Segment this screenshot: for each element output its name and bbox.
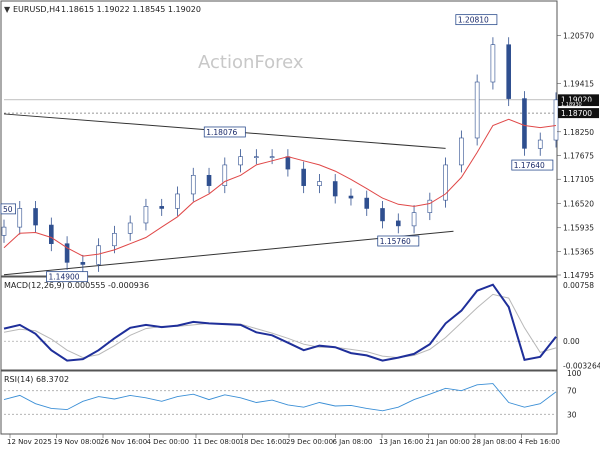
price-panel-frame <box>0 0 558 277</box>
candle-body <box>459 137 464 166</box>
macd-tick-label: 0.00758 <box>563 281 594 290</box>
rsi-layer <box>3 383 557 415</box>
secondary-price-label: 1.18930 <box>561 102 582 108</box>
candle-body <box>143 206 149 224</box>
price-annotation-label: 1.18076 <box>206 128 237 137</box>
candle-body <box>427 199 433 213</box>
x-tick-label: 18 Dec 16:00 <box>240 438 287 446</box>
candle-body <box>64 243 70 263</box>
current-price-label: 1.19020 <box>561 95 592 104</box>
axes-layer: 1.20570 1.19415 1.18250 1.17675 1.17105 1.165… <box>7 32 600 446</box>
candle-body <box>348 195 354 199</box>
candle-body <box>206 174 212 186</box>
price-annotation-label: 1.17640 <box>514 161 545 170</box>
price-annotation-box <box>455 14 498 26</box>
candle-body <box>1 226 7 236</box>
price-tick-label: 1.15935 <box>563 224 594 233</box>
candle-body <box>380 208 385 222</box>
price-tick-label: 1.14795 <box>563 271 594 280</box>
candle-body <box>80 262 86 265</box>
rsi-tick-label: 70 <box>567 387 577 396</box>
secondary-price-box <box>558 101 599 107</box>
macd-signal-line <box>3 293 557 359</box>
moving-average-line <box>3 118 557 257</box>
candle-body <box>112 233 117 247</box>
candle-body <box>33 208 38 226</box>
candle-body <box>553 99 559 141</box>
macd-layer <box>3 283 557 362</box>
candle-body <box>159 206 165 209</box>
rsi-tick-label: 30 <box>567 410 577 419</box>
price-annotation-box <box>511 159 554 171</box>
watermark: ActionForex <box>198 52 304 73</box>
candle-body <box>490 44 496 83</box>
candle-body <box>127 222 133 234</box>
rsi-title: RSI(14) 68.3702 <box>4 375 69 384</box>
candle-body <box>269 156 275 158</box>
chart-symbol: EURUSD,H4 <box>13 5 60 14</box>
x-tick-label: 28 Jan 08:00 <box>472 438 516 446</box>
macd-tick-label: -0.003264 <box>563 362 600 371</box>
rsi-tick-label: 100 <box>567 369 582 378</box>
x-tick-label: 11 Dec 08:00 <box>193 438 240 446</box>
price-annotation-label: 1.20810 <box>458 16 489 25</box>
candle-body <box>317 181 322 186</box>
price-tick-label: 1.20570 <box>563 32 594 41</box>
candle-body <box>190 174 196 195</box>
price-annotation-box <box>46 271 89 283</box>
candle-body <box>537 139 543 149</box>
level-price-label: 1.18700 <box>561 109 592 118</box>
price-annotation-label: 1.14900 <box>49 273 80 282</box>
x-tick-label: 26 Nov 16:00 <box>100 438 147 446</box>
candle-body <box>443 164 448 201</box>
candle-body <box>238 156 243 166</box>
candle-body <box>332 181 338 197</box>
candle-body <box>96 245 101 265</box>
macd-tick-label: 0.00 <box>563 337 580 346</box>
candle-body <box>49 224 54 244</box>
x-tick-label: 29 Dec 00:00 <box>286 438 333 446</box>
candle-body <box>395 220 401 227</box>
price-tick-label: 1.18250 <box>563 128 594 137</box>
candle-body <box>364 197 370 209</box>
x-tick-label: 4 Feb 16:00 <box>519 438 560 446</box>
price-tick-label: 1.17675 <box>563 152 594 161</box>
price-tick-label: 1.19415 <box>563 79 594 88</box>
price-annotation-box <box>203 126 246 138</box>
candle-body <box>222 164 228 186</box>
x-tick-label: 4 Dec 00:00 <box>147 438 190 446</box>
candle-body <box>411 212 417 227</box>
candle-body <box>506 44 511 99</box>
x-tick-label: 21 Jan 00:00 <box>426 438 470 446</box>
price-annotation-label: 1.15760 <box>380 237 411 246</box>
price-tick-label: 1.16520 <box>563 199 594 208</box>
x-tick-label: 12 Nov 2025 <box>7 438 52 446</box>
x-tick-label: 19 Nov 08:00 <box>54 438 101 446</box>
candle-body <box>285 156 291 170</box>
price-annotation-box <box>377 235 420 247</box>
price-annotation-label: 50 <box>3 205 13 214</box>
macd-line <box>3 283 557 362</box>
macd-title: MACD(12,26,9) 0.000555 -0.000936 <box>4 281 149 290</box>
candle-body <box>175 193 180 209</box>
candle-body <box>254 156 259 158</box>
price-tick-label: 1.17105 <box>563 175 594 184</box>
current-price-box <box>558 94 599 105</box>
macd-panel-frame <box>0 276 558 371</box>
x-tick-label: 6 Jan 08:00 <box>333 438 373 446</box>
chart-header-triangle-icon: ▼ <box>4 5 11 14</box>
candle-body <box>17 208 23 228</box>
price-layer: 1.20810 1.18076 1.17640 1.15760 1.14900 50 <box>0 14 559 283</box>
chart-ohlc: 1.18615 1.19022 1.18545 1.19020 <box>61 5 201 14</box>
x-tick-label: 13 Jan 16:00 <box>379 438 423 446</box>
level-price-box <box>558 108 599 119</box>
candle-body <box>301 168 306 186</box>
price-tick-label: 1.15365 <box>563 247 594 256</box>
candle-body <box>522 98 527 149</box>
candle-body <box>474 81 480 139</box>
price-annotation-box <box>0 203 17 215</box>
rsi-line <box>3 383 557 412</box>
